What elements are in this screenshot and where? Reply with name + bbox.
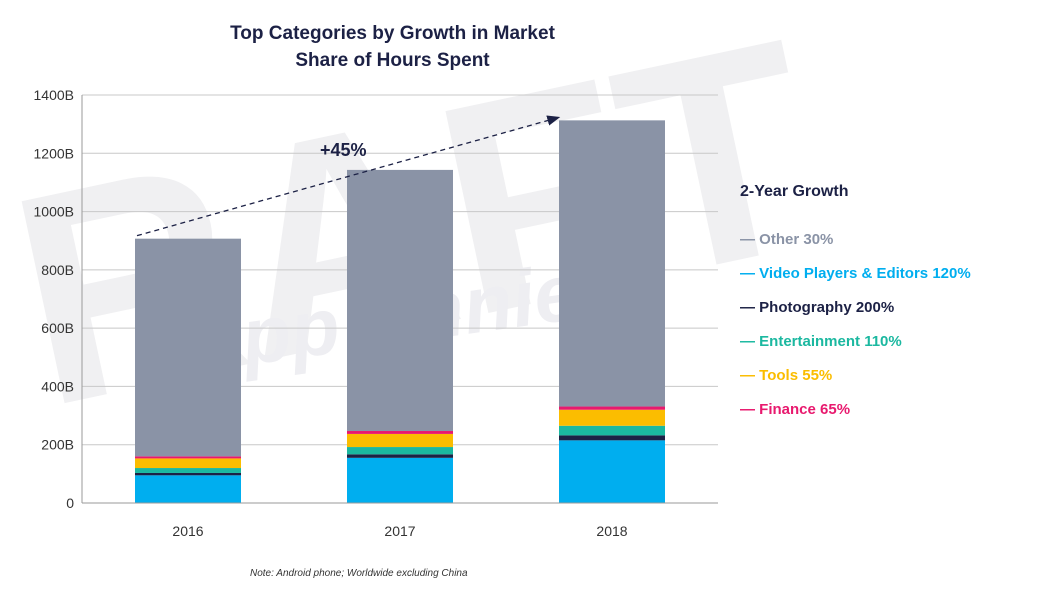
legend-series-growth: 65% (820, 401, 851, 418)
y-tick-label: 600B (41, 320, 74, 336)
legend-series-growth: 200% (855, 299, 895, 316)
bar-segment-2018-other (559, 120, 665, 407)
legend-dash-icon: — (740, 367, 760, 384)
legend-item-tools: — Tools 55% (740, 359, 971, 393)
legend-title: 2-Year Growth (740, 183, 849, 200)
legend-series-growth: 30% (803, 231, 834, 248)
legend-dash-icon: — (740, 299, 760, 316)
bar-segment-2017-other (347, 169, 453, 432)
bar-segment-2017-tools (347, 433, 453, 448)
growth-annotation: +45% (136, 115, 561, 237)
legend-dash-icon: — (740, 265, 760, 282)
bar-segment-2016-tools (135, 458, 241, 469)
chart-title: Top Categories by Growth in Market Share… (160, 20, 625, 74)
legend-series-name: Video Players & Editors (759, 265, 929, 282)
bar-segment-2016-other (135, 238, 241, 457)
y-tick-label: 1000B (34, 204, 74, 220)
chart-note: Note: Android phone; Worldwide excluding… (250, 568, 468, 579)
legend-items: — Other 30% — Video Players & Editors 120… (740, 223, 971, 427)
x-tick-label: 2016 (172, 523, 203, 539)
legend-series-name: Other (759, 231, 800, 248)
legend-series-name: Photography (759, 299, 852, 316)
y-tick-label: 1400B (34, 87, 74, 103)
legend-series-growth: 55% (802, 367, 833, 384)
chart-title-line-1: Top Categories by Growth in Market (230, 23, 555, 44)
legend-series-name: Entertainment (759, 333, 861, 350)
y-tick-label: 200B (41, 437, 74, 453)
y-tick-label: 1200B (34, 145, 74, 161)
legend-series-name: Finance (759, 401, 816, 418)
legend-dash-icon: — (740, 231, 760, 248)
legend-series-name: Tools (759, 367, 799, 384)
legend-item-other: — Other 30% (740, 223, 971, 257)
legend-dash-icon: — (740, 333, 760, 350)
y-tick-label: 800B (41, 262, 74, 278)
bar-segment-2018-entertainment (559, 425, 665, 436)
x-tick-label: 2017 (384, 523, 415, 539)
bar-segment-2018-photography (559, 435, 665, 441)
legend-item-video-players-editors: — Video Players & Editors 120% (740, 257, 971, 291)
x-tick-label: 2018 (596, 523, 627, 539)
y-tick-label: 0 (66, 495, 74, 511)
legend-item-entertainment: — Entertainment 110% (740, 325, 971, 359)
bar-segment-2016-finance (135, 456, 241, 459)
bar-segment-2018-tools (559, 409, 665, 426)
bar-segment-2016-video-players-editors (135, 475, 241, 503)
bar-segment-2017-entertainment (347, 447, 453, 455)
growth-label: +45% (320, 140, 367, 160)
legend-dash-icon: — (740, 401, 760, 418)
y-tick-label: 400B (41, 378, 74, 394)
bar-segment-2018-video-players-editors (559, 440, 665, 503)
bar-segment-2017-finance (347, 431, 453, 434)
bar-segment-2016-photography (135, 472, 241, 476)
bars (135, 120, 665, 503)
chart-title-line-2: Share of Hours Spent (295, 50, 490, 71)
bar-segment-2018-finance (559, 406, 665, 410)
bar-segment-2017-photography (347, 454, 453, 458)
legend-item-photography: — Photography 200% (740, 291, 971, 325)
bar-segment-2017-video-players-editors (347, 457, 453, 503)
legend: 2-Year Growth — Other 30% — Video Players… (740, 183, 971, 427)
axes: 0 200B 400B 600B 800B 1000B 1200B 1400B 2016 2017… (34, 87, 718, 539)
legend-series-growth: 120% (932, 265, 971, 282)
bar-segment-2016-entertainment (135, 468, 241, 473)
growth-arrow (136, 115, 561, 237)
legend-item-finance: — Finance 65% (740, 393, 971, 427)
legend-series-growth: 110% (864, 333, 902, 350)
